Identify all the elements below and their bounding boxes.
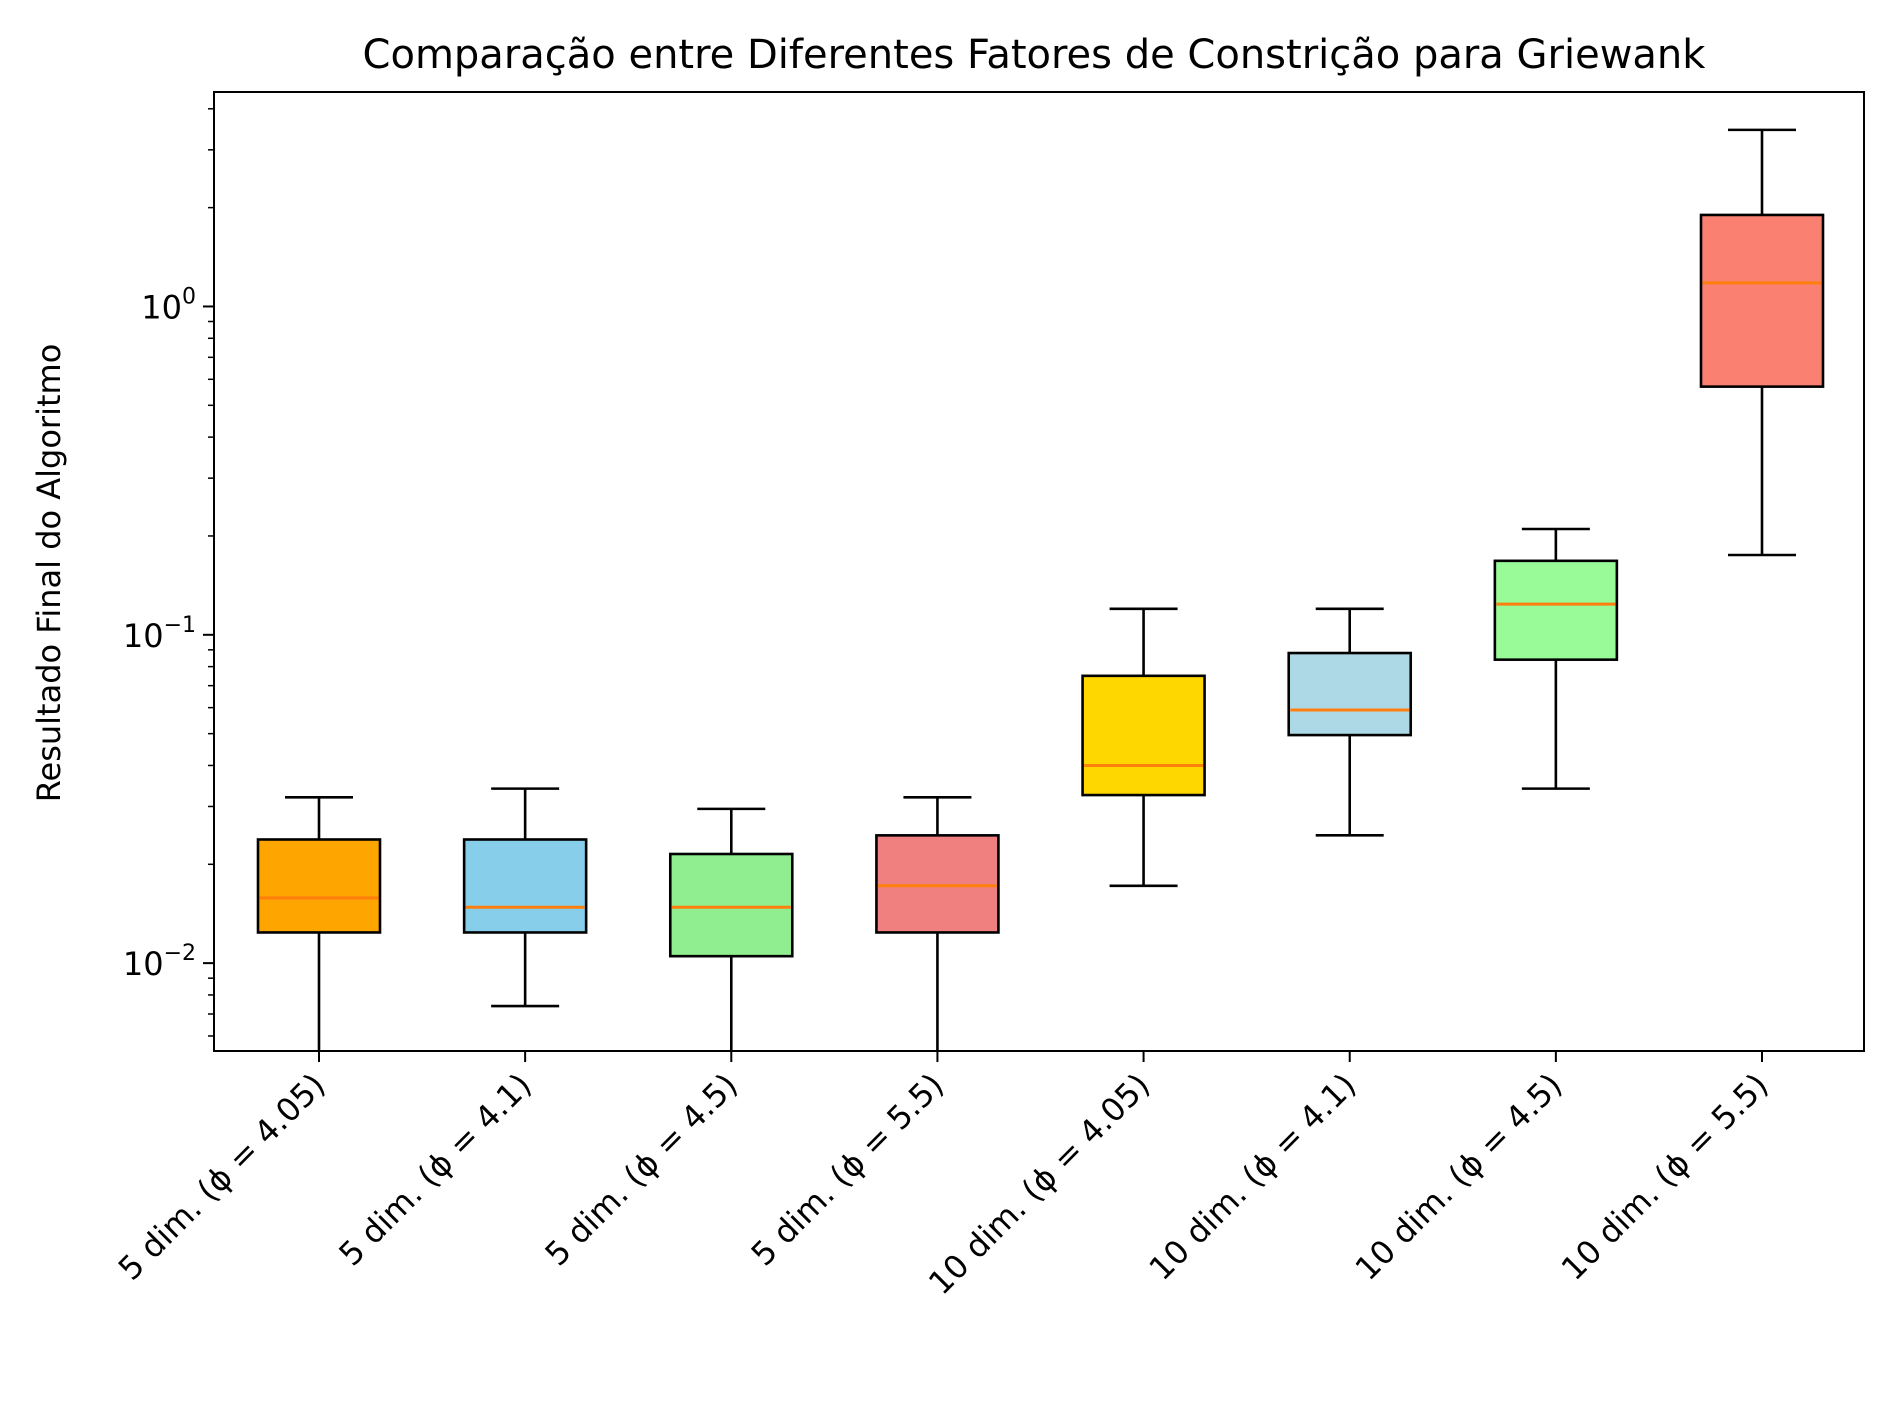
box-iqr — [668, 852, 794, 958]
y-tick-label: 10−2 — [123, 941, 196, 983]
box-group — [1699, 128, 1825, 557]
box-group — [462, 787, 588, 1008]
x-tick-label: 5 dim. (ϕ = 4.05) — [111, 1066, 333, 1288]
box-iqr — [462, 838, 588, 934]
box-iqr — [1081, 674, 1206, 797]
x-tick-label: 5 dim. (ϕ = 4.5) — [537, 1066, 744, 1273]
x-tick-label: 10 dim. (ϕ = 4.05) — [921, 1066, 1157, 1302]
x-tick-label: 5 dim. (ϕ = 5.5) — [744, 1066, 951, 1273]
box-group — [1493, 527, 1619, 790]
y-tick-label: 100 — [141, 284, 196, 326]
box-iqr — [1699, 213, 1825, 388]
x-tick-label: 10 dim. (ϕ = 4.1) — [1142, 1066, 1364, 1288]
x-tick-label: 10 dim. (ϕ = 4.5) — [1348, 1066, 1570, 1288]
box-group — [668, 807, 794, 1051]
plot-frame — [213, 91, 1865, 1052]
y-axis-label: Resultado Final do Algoritmo — [30, 344, 68, 803]
box-group — [1287, 607, 1413, 837]
box-iqr — [1287, 651, 1413, 737]
box-group — [875, 795, 1000, 1051]
box-group — [256, 795, 382, 1051]
chart-title: Comparação entre Diferentes Fatores de C… — [363, 32, 1707, 78]
box-iqr — [875, 834, 1000, 934]
box-iqr — [1493, 559, 1619, 661]
y-tick-label: 10−1 — [123, 613, 196, 655]
box-group — [1081, 607, 1206, 888]
x-tick-label: 10 dim. (ϕ = 5.5) — [1554, 1066, 1776, 1288]
box-iqr — [256, 838, 382, 934]
x-tick-label: 5 dim. (ϕ = 4.1) — [331, 1066, 538, 1273]
